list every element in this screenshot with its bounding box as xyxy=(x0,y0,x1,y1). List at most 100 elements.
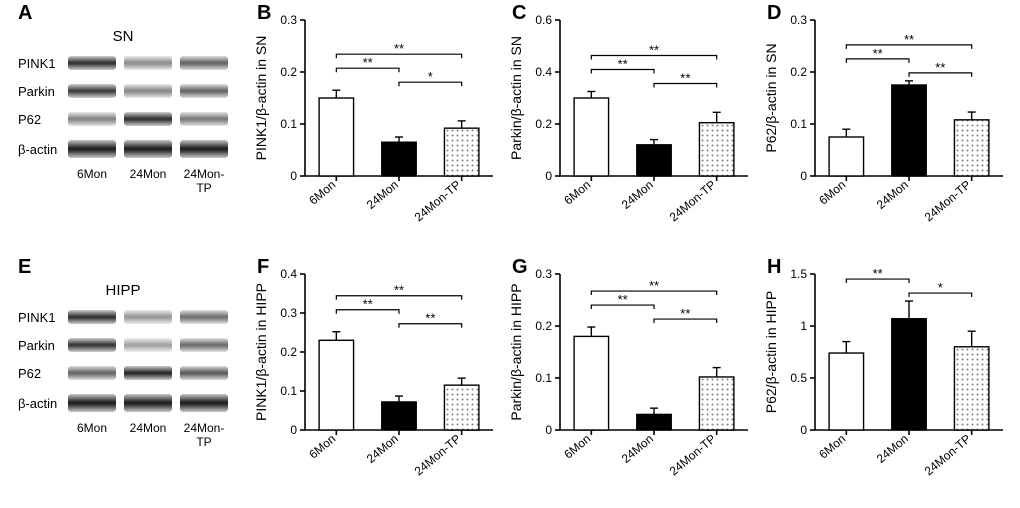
xtick-label: 24Mon-TP xyxy=(667,178,719,225)
wb-row-label: PINK1 xyxy=(18,310,68,325)
wb-title: SN xyxy=(18,28,228,45)
xtick-label: 24Mon-TP xyxy=(922,432,974,479)
wb-band xyxy=(180,394,228,412)
ytick-label: 0.3 xyxy=(280,306,297,320)
wb-row-label: Parkin xyxy=(18,84,68,99)
significance-label: ** xyxy=(680,71,690,86)
xtick-label: 24Mon-TP xyxy=(412,432,464,479)
wb-band xyxy=(180,310,228,324)
significance-label: ** xyxy=(680,306,690,321)
ytick-label: 0.5 xyxy=(790,371,807,385)
xtick-label: 6Mon xyxy=(306,432,338,462)
wb-band xyxy=(68,394,116,412)
y-axis-label: PINK1/β-actin in HIPP xyxy=(253,283,269,421)
wb-xlabel: 6Mon xyxy=(68,421,116,449)
ytick-label: 0.2 xyxy=(280,345,297,359)
bar xyxy=(637,414,671,430)
panel-letter: G xyxy=(512,256,528,279)
significance-label: ** xyxy=(618,292,628,307)
ytick-label: 0.4 xyxy=(280,267,297,281)
wb-row-label: P62 xyxy=(18,112,68,127)
bar-chart-panel: D00.10.20.36Mon24Mon24Mon-TP******P62/β-… xyxy=(765,8,1015,238)
significance-label: ** xyxy=(363,55,373,70)
significance-label: ** xyxy=(649,278,659,293)
xtick-label: 6Mon xyxy=(561,432,593,462)
ytick-label: 0.2 xyxy=(280,65,297,79)
xtick-label: 24Mon xyxy=(364,432,401,466)
wb-band xyxy=(68,366,116,380)
xtick-label: 6Mon xyxy=(561,178,593,208)
ytick-label: 1 xyxy=(800,319,807,333)
ytick-label: 0 xyxy=(800,169,807,183)
ytick-label: 0 xyxy=(290,169,297,183)
wb-band xyxy=(124,394,172,412)
bar xyxy=(637,145,671,176)
wb-xlabel: 24Mon xyxy=(124,421,172,449)
panel-letter: H xyxy=(767,256,781,279)
panel-letter: F xyxy=(257,256,269,279)
significance-label: ** xyxy=(394,41,404,56)
significance-label: ** xyxy=(394,283,404,298)
wb-band xyxy=(180,56,228,70)
ytick-label: 0.6 xyxy=(535,13,552,27)
wb-row-label: β-actin xyxy=(18,142,68,157)
ytick-label: 0.2 xyxy=(535,319,552,333)
ytick-label: 0.1 xyxy=(280,384,297,398)
ytick-label: 0.1 xyxy=(790,117,807,131)
wb-row-label: β-actin xyxy=(18,396,68,411)
bar xyxy=(319,98,353,176)
wb-band xyxy=(68,140,116,158)
bar xyxy=(319,340,353,430)
y-axis-label: PINK1/β-actin in SN xyxy=(253,36,269,161)
significance-label: ** xyxy=(873,266,883,281)
ytick-label: 0.1 xyxy=(280,117,297,131)
ytick-label: 0.2 xyxy=(535,117,552,131)
xtick-label: 24Mon-TP xyxy=(667,432,719,479)
bar xyxy=(382,402,416,430)
wb-row-label: Parkin xyxy=(18,338,68,353)
y-axis-label: Parkin/β-actin in SN xyxy=(508,36,524,160)
significance-label: ** xyxy=(873,46,883,61)
xtick-label: 24Mon xyxy=(619,178,656,212)
bar xyxy=(829,137,863,176)
wb-xlabel: 6Mon xyxy=(68,167,116,195)
bar-chart-panel: H00.511.56Mon24Mon24Mon-TP***P62/β-actin… xyxy=(765,262,1015,492)
bar xyxy=(444,128,478,176)
ytick-label: 0.4 xyxy=(535,65,552,79)
bar-chart-panel: C00.20.40.66Mon24Mon24Mon-TP******Parkin… xyxy=(510,8,760,238)
wb-band xyxy=(68,112,116,126)
ytick-label: 0.1 xyxy=(535,371,552,385)
bar xyxy=(382,142,416,176)
wb-band xyxy=(68,310,116,324)
significance-label: * xyxy=(938,280,943,295)
ytick-label: 1.5 xyxy=(790,267,807,281)
wb-band xyxy=(68,338,116,352)
bar xyxy=(574,336,608,430)
wb-xlabel: 24Mon xyxy=(124,167,172,195)
western-blot-panel: HIPPPINK1ParkinP62β-actin6Mon24Mon24Mon-… xyxy=(18,264,228,449)
bar xyxy=(954,347,988,430)
bar xyxy=(892,85,926,176)
bar-chart-panel: F00.10.20.30.46Mon24Mon24Mon-TP******PIN… xyxy=(255,262,505,492)
panel-letter: B xyxy=(257,2,271,25)
xtick-label: 24Mon xyxy=(874,432,911,466)
bar xyxy=(444,385,478,430)
wb-band xyxy=(180,84,228,98)
bar xyxy=(574,98,608,176)
xtick-label: 6Mon xyxy=(816,178,848,208)
bar xyxy=(954,120,988,176)
significance-label: ** xyxy=(363,297,373,312)
ytick-label: 0.3 xyxy=(790,13,807,27)
xtick-label: 24Mon xyxy=(364,178,401,212)
panel-letter: C xyxy=(512,2,526,25)
bar-chart-panel: G00.10.20.36Mon24Mon24Mon-TP******Parkin… xyxy=(510,262,760,492)
wb-xlabel: 24Mon-TP xyxy=(180,167,228,195)
bar-chart-panel: B00.10.20.36Mon24Mon24Mon-TP*****PINK1/β… xyxy=(255,8,505,238)
xtick-label: 24Mon-TP xyxy=(412,178,464,225)
wb-band xyxy=(124,112,172,126)
western-blot-panel: SNPINK1ParkinP62β-actin6Mon24Mon24Mon-TP xyxy=(18,10,228,195)
ytick-label: 0 xyxy=(545,169,552,183)
panel-letter: D xyxy=(767,2,781,25)
y-axis-label: Parkin/β-actin in HIPP xyxy=(508,283,524,420)
wb-band xyxy=(124,310,172,324)
